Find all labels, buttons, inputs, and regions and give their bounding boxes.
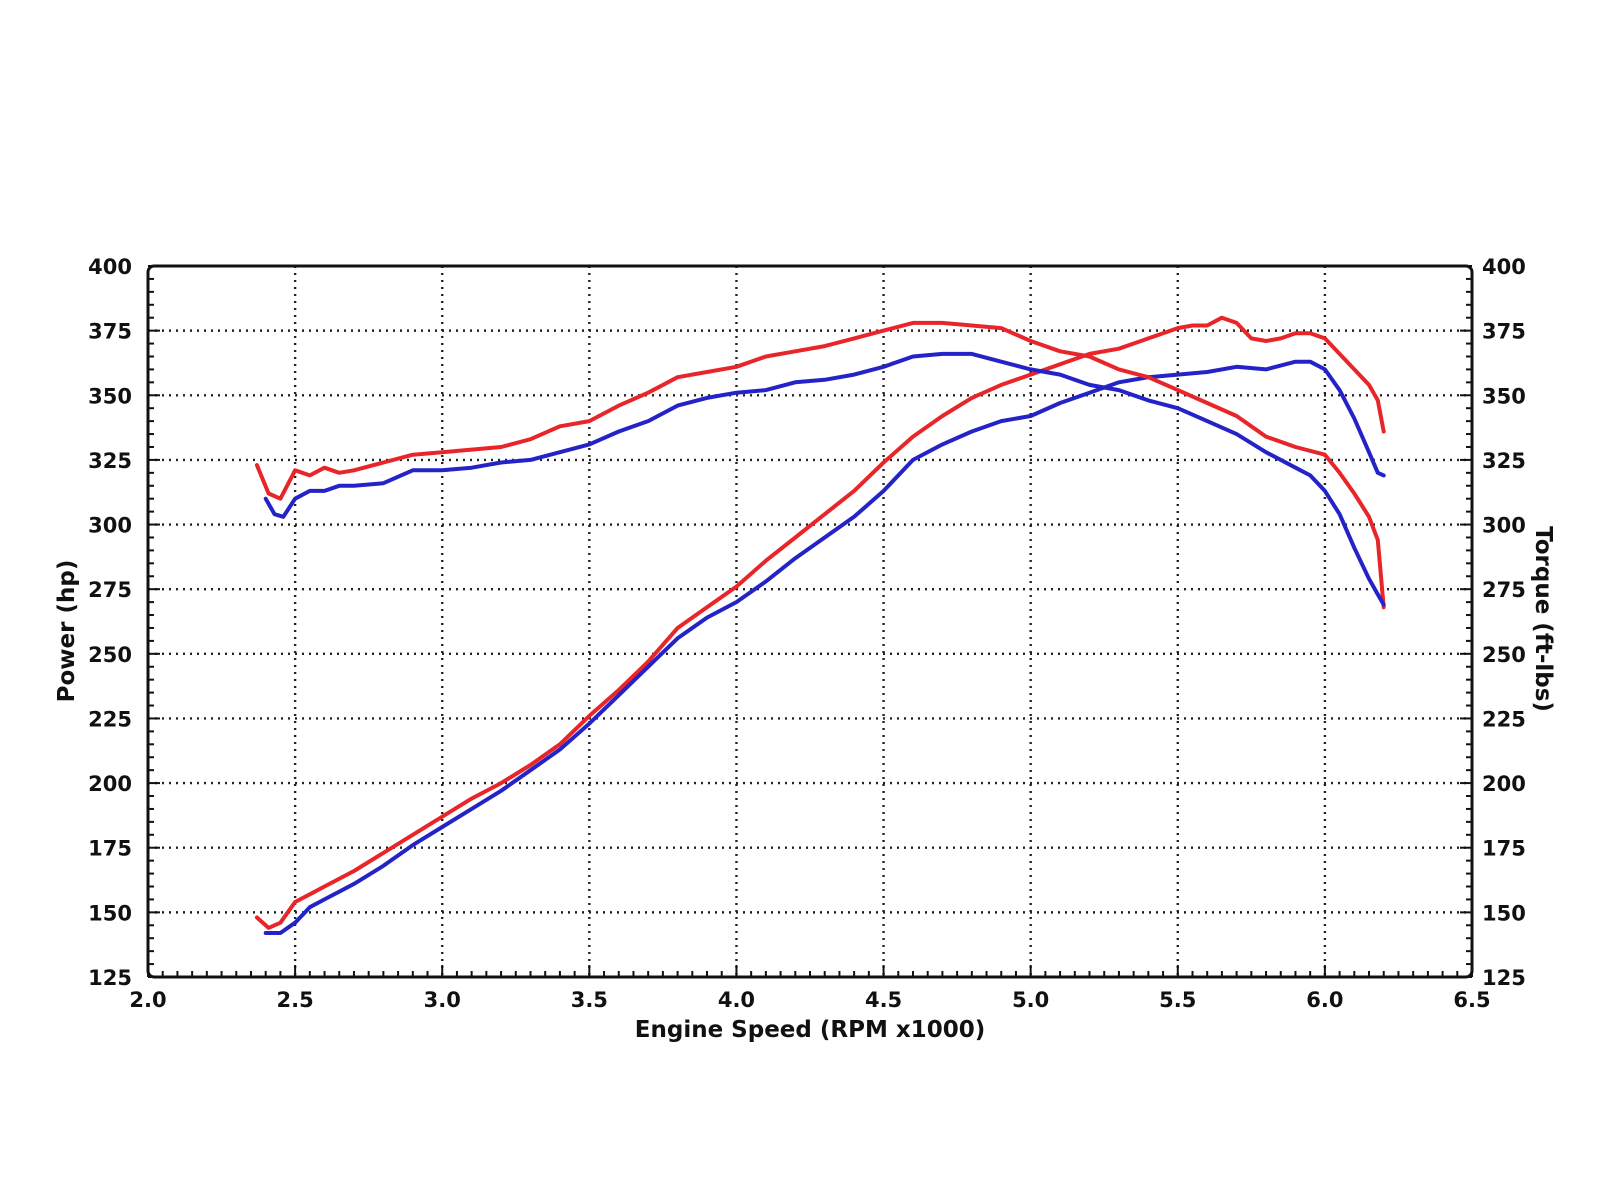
torque-series-blue: [263, 351, 1386, 607]
series-layer: [254, 315, 1386, 935]
y-left-tick-label: 175: [88, 837, 132, 861]
y-left-tick-label: 275: [88, 578, 132, 602]
y-left-tick-label: 400: [88, 255, 132, 279]
x-tick-label: 3.5: [571, 988, 608, 1012]
y-left-tick-label: 325: [88, 449, 132, 473]
power-series-blue: [263, 359, 1386, 935]
minor-ticks: [147, 265, 1473, 978]
y-right-tick-label: 250: [1482, 643, 1526, 667]
y-left-tick-label: 125: [88, 966, 132, 990]
y-right-tick-label: 400: [1482, 255, 1526, 279]
y-right-tick-labels: 125 150 175 200 225 250 275 300 325 350 375 400: [1482, 255, 1526, 990]
y-left-tick-label: 225: [88, 707, 132, 731]
y-right-tick-label: 300: [1482, 514, 1526, 538]
x-tick-label: 2.0: [129, 988, 166, 1012]
x-tick-label: 5.5: [1159, 988, 1196, 1012]
x-tick-label: 6.0: [1306, 988, 1343, 1012]
x-tick-label: 2.5: [277, 988, 314, 1012]
x-axis-title: Engine Speed (RPM x1000): [635, 1017, 985, 1043]
x-tick-labels: 2.0 2.5 3.0 3.5 4.0 4.5 5.0 5.5 6.0 6.5: [129, 988, 1490, 1012]
y-left-tick-label: 375: [88, 320, 132, 344]
y-right-tick-label: 200: [1482, 772, 1526, 796]
y-left-tick-label: 250: [88, 643, 132, 667]
y-right-tick-label: 325: [1482, 449, 1526, 473]
y-left-tick-labels: 125 150 175 200 225 250 275 300 325 350 375 400: [88, 255, 132, 990]
torque-series-red: [254, 320, 1386, 610]
plot-frame: [146, 264, 1474, 979]
power-series-red: [254, 315, 1386, 930]
x-tick-label: 6.5: [1453, 988, 1490, 1012]
y-right-tick-label: 225: [1482, 707, 1526, 731]
y-left-tick-label: 200: [88, 772, 132, 796]
y-left-axis-title: Power (hp): [54, 560, 80, 703]
y-right-tick-label: 275: [1482, 578, 1526, 602]
y-right-tick-label: 125: [1482, 966, 1526, 990]
grid: [148, 266, 1472, 977]
y-right-tick-label: 350: [1482, 384, 1526, 408]
y-left-tick-label: 350: [88, 384, 132, 408]
y-right-axis-title: Torque (ft-lbs): [1530, 526, 1556, 712]
y-right-tick-label: 375: [1482, 320, 1526, 344]
y-left-tick-label: 300: [88, 514, 132, 538]
x-tick-label: 5.0: [1012, 988, 1049, 1012]
y-right-tick-label: 150: [1482, 901, 1526, 925]
y-left-tick-label: 150: [88, 901, 132, 925]
x-tick-label: 4.0: [718, 988, 755, 1012]
x-tick-label: 3.0: [424, 988, 461, 1012]
x-tick-label: 4.5: [865, 988, 902, 1012]
y-right-tick-label: 175: [1482, 837, 1526, 861]
